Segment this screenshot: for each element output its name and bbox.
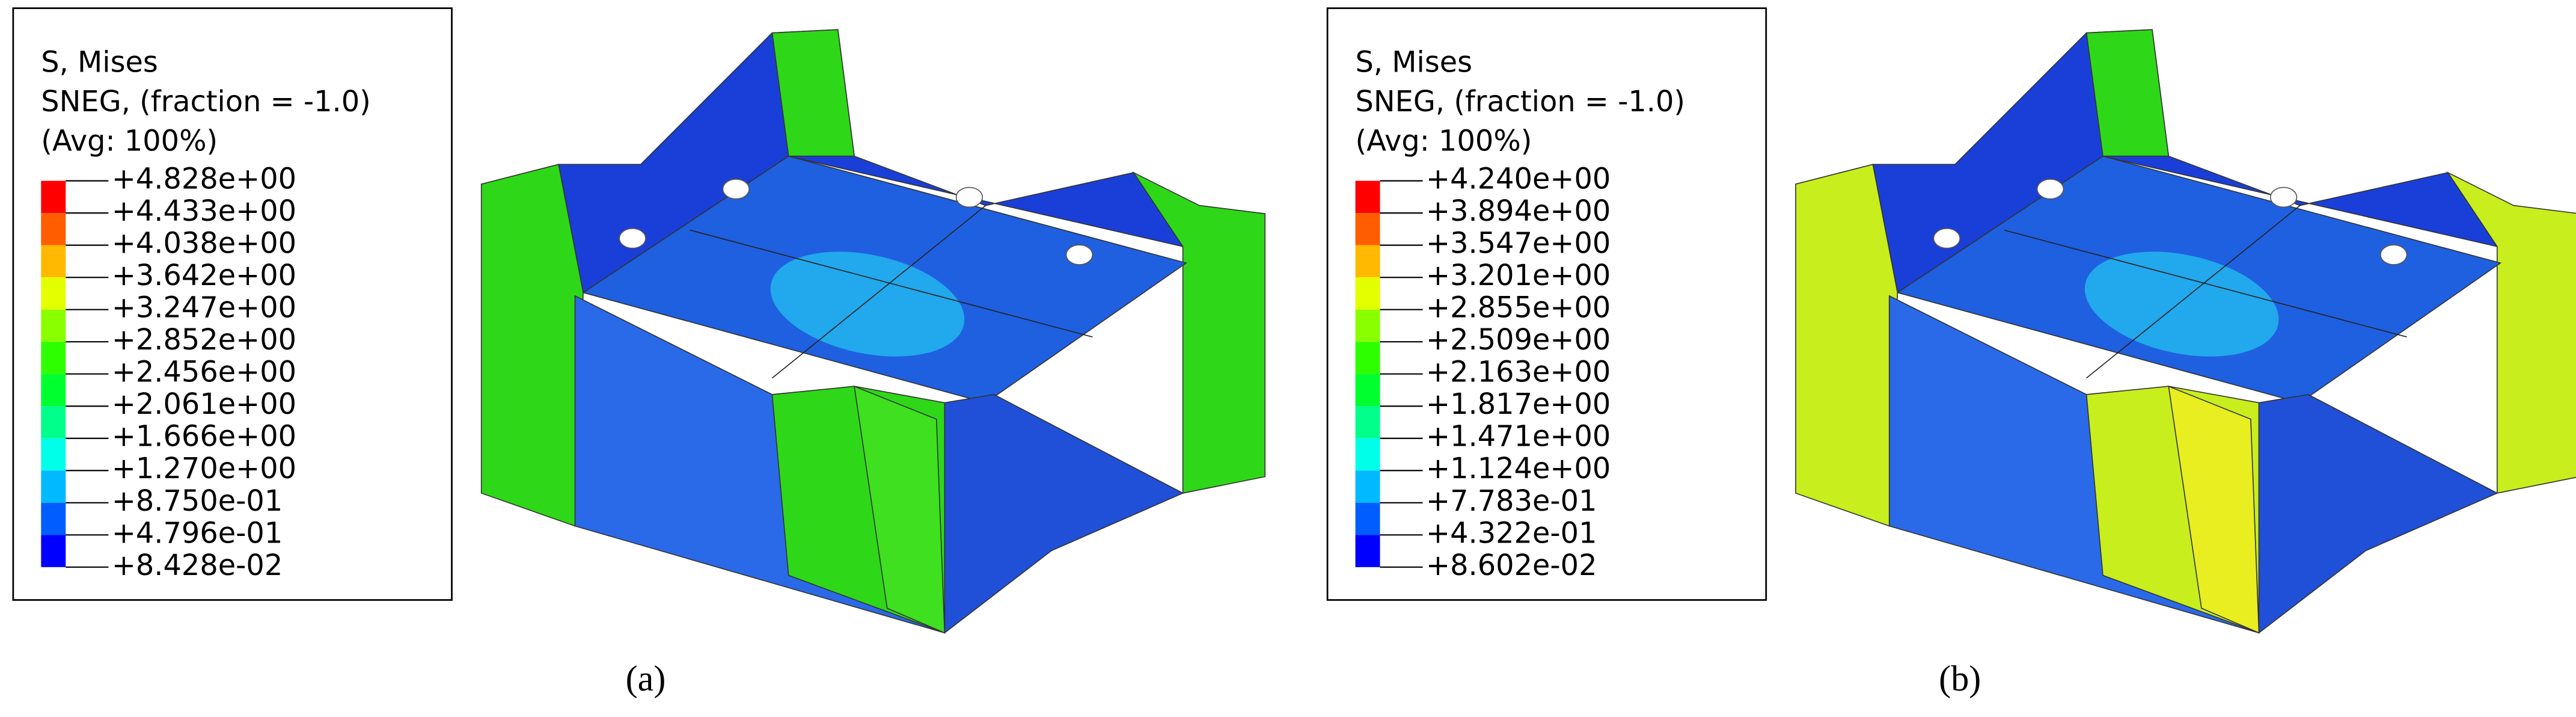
legend-level: +8.602e-02 — [1426, 549, 1597, 582]
legend-level: +1.124e+00 — [1426, 452, 1611, 485]
legend-box — [1326, 7, 1767, 601]
legend-level: +3.201e+00 — [1426, 259, 1611, 292]
floor-contour — [2084, 251, 2279, 357]
legend-swatch — [1355, 374, 1380, 407]
legend-swatch — [41, 438, 66, 471]
legend-title: (Avg: 100%) — [1356, 125, 1532, 158]
legend-swatch — [1355, 535, 1380, 567]
legend-level: +3.247e+00 — [112, 292, 296, 325]
mesh-line — [2004, 229, 2407, 338]
fea-model — [480, 29, 1266, 634]
legend-title: S, Mises — [1356, 46, 1473, 79]
hole — [1065, 244, 1094, 265]
figure-content: S, Mises SNEG, (fraction = -1.0) (Avg: 100… — [12, 7, 2576, 699]
hole — [2269, 186, 2298, 208]
hole — [619, 228, 646, 249]
legend-box — [12, 7, 453, 601]
legend-level: +1.471e+00 — [1426, 420, 1611, 454]
legend-swatch — [41, 342, 66, 374]
legend-swatch — [41, 245, 66, 278]
front-panel — [2168, 385, 2260, 634]
left-end-wall — [1795, 164, 1898, 527]
legend-swatch — [41, 213, 66, 245]
legend-title: SNEG, (fraction = -1.0) — [1356, 85, 1685, 118]
legend-swatch — [1355, 438, 1380, 471]
legend-title: S, Mises — [41, 46, 158, 79]
left-end-wall — [480, 164, 584, 527]
legend-level: +4.433e+00 — [112, 195, 296, 228]
legend-level: +1.666e+00 — [112, 420, 296, 454]
legend-level: +1.817e+00 — [1426, 388, 1611, 421]
hole — [722, 179, 750, 200]
legend-level: +3.642e+00 — [112, 259, 296, 292]
legend-level: +4.038e+00 — [112, 227, 296, 260]
legend: S, Mises SNEG, (fraction = -1.0) (Avg: 100… — [1326, 7, 1767, 601]
legend-level: +3.894e+00 — [1426, 195, 1611, 228]
back-wall-segment — [771, 29, 855, 157]
legend-swatch — [41, 309, 66, 342]
front-wall-right — [944, 394, 1184, 634]
legend-level: +2.852e+00 — [112, 324, 296, 357]
legend-level: +3.547e+00 — [1426, 227, 1611, 260]
legend-swatch — [41, 374, 66, 407]
legend-swatch — [1355, 309, 1380, 342]
right-end-wall — [1132, 171, 1266, 494]
hole — [2380, 244, 2408, 265]
legend-swatch — [41, 277, 66, 310]
legend-swatch — [1355, 180, 1380, 214]
right-end-wall — [2446, 171, 2576, 494]
legend-swatch — [1355, 406, 1380, 439]
legend-swatch — [41, 535, 66, 567]
legend-swatch — [1355, 470, 1380, 503]
hole — [1933, 228, 1961, 249]
legend-level: +4.240e+00 — [1426, 163, 1611, 196]
legend-swatch — [41, 180, 66, 214]
mesh-line — [690, 229, 1093, 338]
caption: (b) — [1939, 659, 1981, 699]
front-panel — [854, 385, 946, 634]
legend-swatch — [1355, 502, 1380, 535]
legend-level: +8.428e-02 — [112, 549, 283, 582]
floor-contour — [770, 251, 965, 357]
legend-swatch — [1355, 342, 1380, 374]
legend-level: +7.783e-01 — [1426, 485, 1597, 518]
legend-level: +2.855e+00 — [1426, 292, 1611, 325]
panel: S, Mises SNEG, (fraction = -1.0) (Avg: 100… — [12, 7, 1266, 699]
panel: S, Mises SNEG, (fraction = -1.0) (Avg: 100… — [1326, 7, 2576, 699]
mesh-line — [771, 205, 987, 379]
legend-level: +2.456e+00 — [112, 356, 296, 389]
legend-swatch — [41, 502, 66, 535]
front-wall-right — [2258, 394, 2498, 634]
legend-level: +4.828e+00 — [112, 163, 296, 196]
legend: S, Mises SNEG, (fraction = -1.0) (Avg: 100… — [12, 7, 453, 601]
legend-swatch — [41, 470, 66, 503]
legend-level: +2.163e+00 — [1426, 356, 1611, 389]
legend-level: +1.270e+00 — [112, 452, 296, 485]
fea-model — [1795, 29, 2576, 634]
back-wall-segment — [2085, 29, 2170, 157]
legend-level: +4.322e-01 — [1426, 517, 1597, 550]
legend-level: +8.750e-01 — [112, 485, 283, 518]
hole — [955, 186, 984, 208]
legend-title: (Avg: 100%) — [41, 125, 218, 158]
hole — [2036, 179, 2064, 200]
legend-swatch — [41, 406, 66, 439]
legend-swatch — [1355, 213, 1380, 245]
mesh-line — [2086, 205, 2301, 379]
legend-swatch — [1355, 245, 1380, 278]
legend-level: +4.796e-01 — [112, 517, 283, 550]
caption: (a) — [626, 659, 666, 699]
legend-level: +2.509e+00 — [1426, 324, 1611, 357]
legend-swatch — [1355, 277, 1380, 310]
legend-title: SNEG, (fraction = -1.0) — [41, 85, 370, 118]
legend-level: +2.061e+00 — [112, 388, 296, 421]
